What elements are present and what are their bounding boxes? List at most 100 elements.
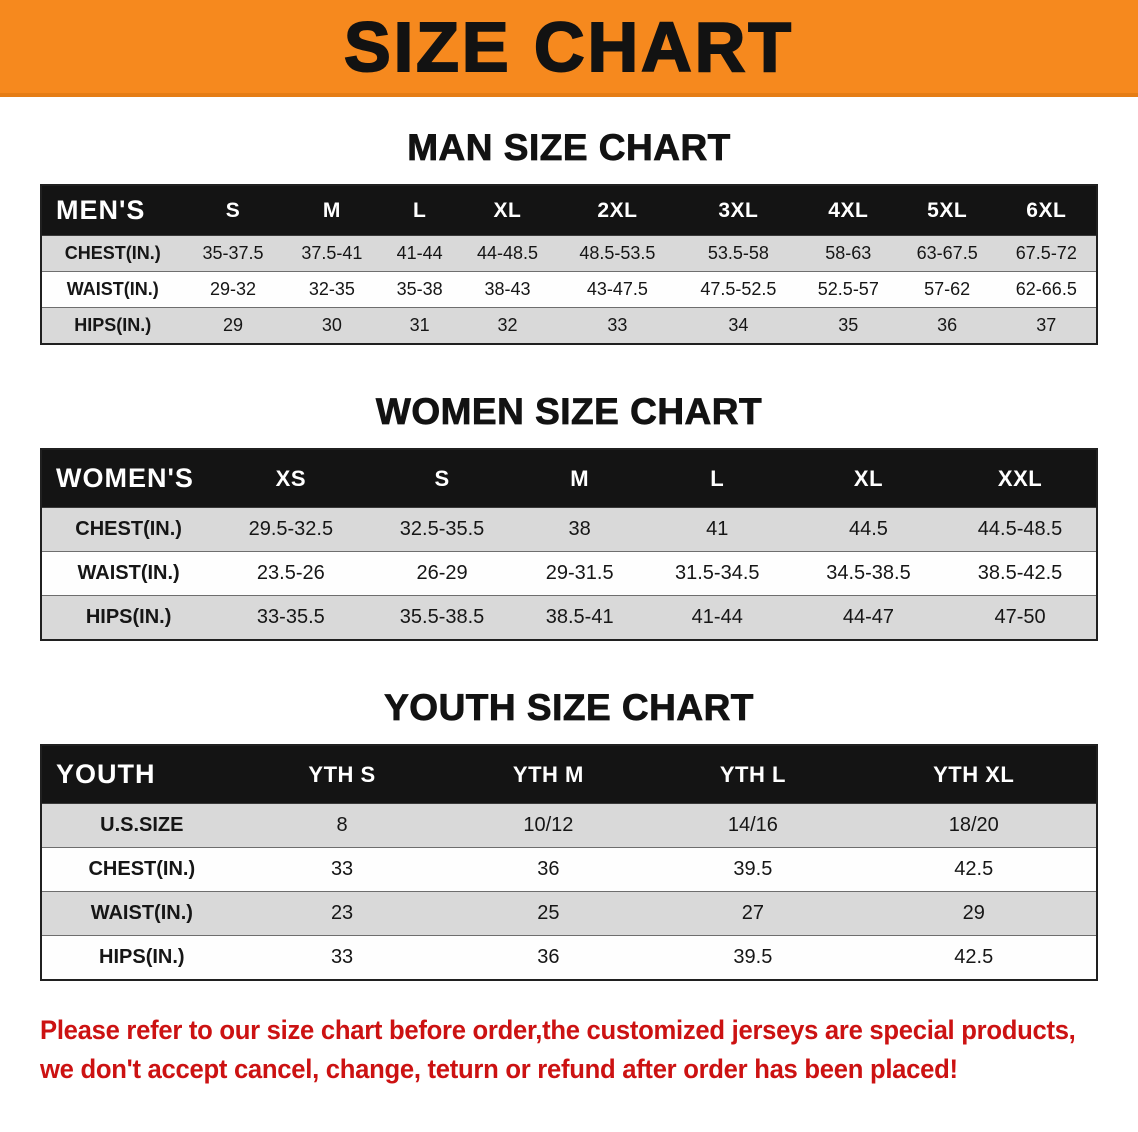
size-value-cell: 42.5 xyxy=(954,858,994,880)
youth-size-column-header: YTH M xyxy=(512,761,584,787)
size-value-cell: 41-44 xyxy=(691,606,743,628)
page-title: SIZE CHART xyxy=(343,7,794,87)
size-value-cell: 26-29 xyxy=(416,562,468,584)
size-value-cell: 39.5 xyxy=(733,858,773,880)
womens-size-column-header: M xyxy=(570,465,590,491)
womens-table-title: WOMEN'S xyxy=(56,463,194,493)
size-value-cell: 44.5 xyxy=(849,518,888,540)
row-label: HIPS(IN.) xyxy=(99,946,185,968)
size-value-cell: 37 xyxy=(1036,315,1057,335)
mens-measure-row: WAIST(IN.) 29-32 32-35 35-38 38-43 43-47.5 47.… xyxy=(41,271,1097,308)
row-label: CHEST(IN.) xyxy=(64,243,161,263)
womens-measure-row: WAIST(IN.) 23.5-26 26-29 29-31.5 31.5-34.5 34… xyxy=(41,551,1097,596)
size-chart-page: SIZE CHART MAN SIZE CHART MEN'S S M L XL 2XL 3X… xyxy=(0,0,1138,1089)
womens-size-column-header: XXL xyxy=(997,465,1043,491)
row-label: HIPS(IN.) xyxy=(85,606,172,628)
youth-measure-row: HIPS(IN.) 33 36 39.5 42.5 xyxy=(41,935,1097,980)
womens-size-table: WOMEN'S XS S M L XL XXL CHEST(IN.) 29.5-32.5 32.5… xyxy=(40,448,1098,641)
footer-notice: Please refer to our size chart before or… xyxy=(0,981,1138,1089)
youth-size-column-header: YTH S xyxy=(308,761,376,787)
size-value-cell: 44.5-48.5 xyxy=(977,518,1063,540)
size-value-cell: 33 xyxy=(607,315,628,335)
size-value-cell: 36 xyxy=(537,946,560,968)
size-value-cell: 33-35.5 xyxy=(256,606,325,628)
size-value-cell: 29 xyxy=(962,902,985,924)
size-value-cell: 38.5-41 xyxy=(545,606,614,628)
size-value-cell: 31 xyxy=(409,315,430,335)
size-value-cell: 36 xyxy=(937,315,958,335)
womens-size-column-header: XL xyxy=(853,465,884,491)
size-value-cell: 32 xyxy=(497,315,518,335)
mens-size-column-header: 4XL xyxy=(828,198,869,222)
mens-size-column-header: 3XL xyxy=(718,198,759,222)
size-value-cell: 47.5-52.5 xyxy=(700,279,777,299)
youth-size-table: YOUTH YTH S YTH M YTH L YTH XL U.S.SIZE 8 10/12… xyxy=(40,744,1098,981)
size-value-cell: 34.5-38.5 xyxy=(826,562,911,584)
size-value-cell: 58-63 xyxy=(825,243,872,263)
size-value-cell: 27 xyxy=(741,902,765,924)
size-value-cell: 35-38 xyxy=(396,279,443,299)
youth-section-heading: YOUTH SIZE CHART xyxy=(384,687,754,729)
size-value-cell: 31.5-34.5 xyxy=(674,562,760,584)
youth-size-column-header: YTH L xyxy=(719,761,786,787)
size-value-cell: 36 xyxy=(537,858,560,880)
womens-header-row: WOMEN'S XS S M L XL XXL xyxy=(41,449,1097,508)
mens-table-title: MEN'S xyxy=(56,195,146,225)
mens-size-column-header: L xyxy=(413,198,427,222)
size-charts-container: MAN SIZE CHART MEN'S S M L XL 2XL 3XL 4XL 5XL 6XL C… xyxy=(0,127,1138,981)
mens-measure-row: CHEST(IN.) 35-37.5 37.5-41 41-44 44-48.5 48.5… xyxy=(41,235,1097,272)
size-value-cell: 62-66.5 xyxy=(1015,279,1077,299)
mens-size-column-header: 5XL xyxy=(927,198,968,222)
size-value-cell: 35 xyxy=(838,315,859,335)
size-value-cell: 23.5-26 xyxy=(256,562,325,584)
size-value-cell: 30 xyxy=(321,315,342,335)
size-value-cell: 67.5-72 xyxy=(1015,243,1077,263)
size-value-cell: 29-32 xyxy=(209,279,256,299)
size-value-cell: 35.5-38.5 xyxy=(399,606,485,628)
mens-section-heading: MAN SIZE CHART xyxy=(407,127,731,169)
mens-size-column-header: 2XL xyxy=(597,198,638,222)
size-value-cell: 25 xyxy=(537,902,560,924)
mens-size-column-header: M xyxy=(322,198,341,222)
womens-measure-row: CHEST(IN.) 29.5-32.5 32.5-35.5 38 41 44.5 44.5… xyxy=(41,507,1097,552)
size-value-cell: 53.5-58 xyxy=(707,243,769,263)
youth-measure-row: WAIST(IN.) 23 25 27 29 xyxy=(41,891,1097,936)
row-label: WAIST(IN.) xyxy=(77,562,180,584)
size-value-cell: 37.5-41 xyxy=(301,243,363,263)
size-value-cell: 29 xyxy=(222,315,243,335)
size-value-cell: 29.5-32.5 xyxy=(248,518,334,540)
womens-size-column-header: S xyxy=(434,465,450,491)
size-value-cell: 57-62 xyxy=(924,279,971,299)
row-label: CHEST(IN.) xyxy=(88,858,196,880)
youth-header-row: YOUTH YTH S YTH M YTH L YTH XL xyxy=(41,745,1097,804)
size-value-cell: 44-48.5 xyxy=(476,243,538,263)
size-value-cell: 8 xyxy=(336,814,348,836)
mens-size-column-header: S xyxy=(225,198,241,222)
mens-size-column-header: XL xyxy=(493,198,522,222)
size-value-cell: 34 xyxy=(728,315,749,335)
youth-measure-row: CHEST(IN.) 33 36 39.5 42.5 xyxy=(41,847,1097,892)
row-label: U.S.SIZE xyxy=(100,814,184,836)
size-value-cell: 35-37.5 xyxy=(202,243,264,263)
womens-size-column-header: XS xyxy=(275,465,307,491)
size-value-cell: 32-35 xyxy=(308,279,355,299)
banner: SIZE CHART xyxy=(0,0,1138,97)
mens-measure-row: HIPS(IN.) 29 30 31 32 33 34 35 36 37 xyxy=(41,307,1097,344)
size-value-cell: 29-31.5 xyxy=(545,562,614,584)
womens-measure-row: HIPS(IN.) 33-35.5 35.5-38.5 38.5-41 41-44 44-… xyxy=(41,595,1097,640)
size-value-cell: 48.5-53.5 xyxy=(579,243,656,263)
size-value-cell: 10/12 xyxy=(523,814,574,836)
mens-size-column-header: 6XL xyxy=(1026,198,1067,222)
size-value-cell: 63-67.5 xyxy=(916,243,978,263)
size-value-cell: 41 xyxy=(706,518,729,540)
size-value-cell: 44-47 xyxy=(842,606,895,628)
mens-size-table: MEN'S S M L XL 2XL 3XL 4XL 5XL 6XL CHEST(IN.) 35-37… xyxy=(40,184,1098,345)
size-value-cell: 43-47.5 xyxy=(586,279,648,299)
size-value-cell: 32.5-35.5 xyxy=(399,518,485,540)
size-value-cell: 47-50 xyxy=(994,606,1046,628)
mens-header-row: MEN'S S M L XL 2XL 3XL 4XL 5XL 6XL xyxy=(41,185,1097,236)
size-value-cell: 39.5 xyxy=(733,946,773,968)
size-value-cell: 18/20 xyxy=(948,814,999,836)
notice-line-1: Please refer to our size chart before or… xyxy=(40,1015,1076,1045)
row-label: CHEST(IN.) xyxy=(75,518,182,540)
